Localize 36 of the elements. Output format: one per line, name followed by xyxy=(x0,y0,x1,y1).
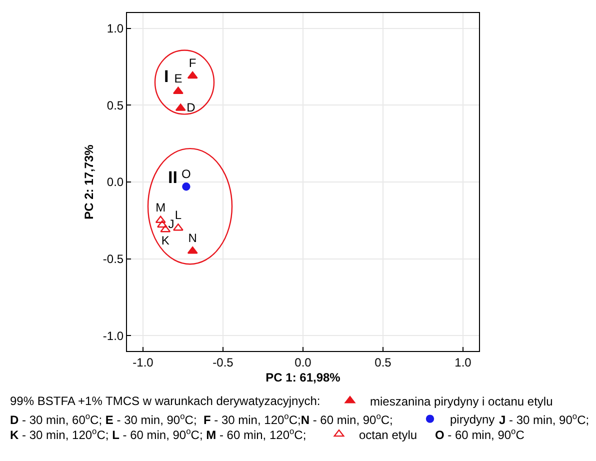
x-tick-label: 0.5 xyxy=(374,355,392,370)
text: D - 30 min, 60$^{o}$C; E - 30 min, 90$^{o}$C; F - 30 min, 120$^{o}$C;N - 60 min, 90$^{o}$C; xyxy=(10,411,393,428)
text: J - 30 min, 90$^{o}$C; xyxy=(499,411,590,428)
data-label: E xyxy=(174,71,182,86)
data-label: F xyxy=(188,56,196,70)
y-tick-label: -1.0 xyxy=(102,328,124,343)
point xyxy=(172,223,184,231)
legend-label: mieszanina pirydyny i octanu etylu xyxy=(370,394,553,408)
text: O - 60 min, 90$^{o}$C xyxy=(435,426,525,442)
point xyxy=(182,182,190,191)
point xyxy=(155,216,166,224)
point xyxy=(187,71,198,79)
data-label: O xyxy=(182,167,191,182)
annotation: II xyxy=(168,168,178,187)
data-label: L xyxy=(174,208,182,222)
y-tick-label: 1.0 xyxy=(106,22,124,36)
x-tick-label: 1.0 xyxy=(454,355,472,370)
text: K - 30 min, 120$^{o}$C; L - 60 min, 90$^{o}$C; M - 60 min, 120$^{o}$C; xyxy=(10,426,306,442)
data-label: N xyxy=(188,231,197,246)
y-tick-label: -0.5 xyxy=(102,252,124,266)
x-axis-title: PC 1: 61,98% xyxy=(266,370,341,384)
legend-label: pirydyny xyxy=(450,412,495,426)
x-tick-label: 0.0 xyxy=(294,355,312,370)
point xyxy=(156,220,168,228)
y-tick-label: 0.0 xyxy=(106,175,124,190)
data-label: K xyxy=(161,234,170,248)
data-label: J xyxy=(168,217,174,232)
text: 99% BSTFA +1% TMCS w warunkach derywatyzacyjnych: xyxy=(10,394,320,408)
y-axis-title: PC 2: 17,73% xyxy=(82,144,96,220)
data-label: M xyxy=(156,200,166,214)
data-label: D xyxy=(186,100,196,114)
legend-label: octan etylu xyxy=(359,428,418,442)
y-tick-label: 0.5 xyxy=(106,98,124,112)
x-tick-label: -1.0 xyxy=(132,355,154,370)
x-tick-label: -0.5 xyxy=(212,355,234,370)
annotation: I xyxy=(164,67,169,86)
